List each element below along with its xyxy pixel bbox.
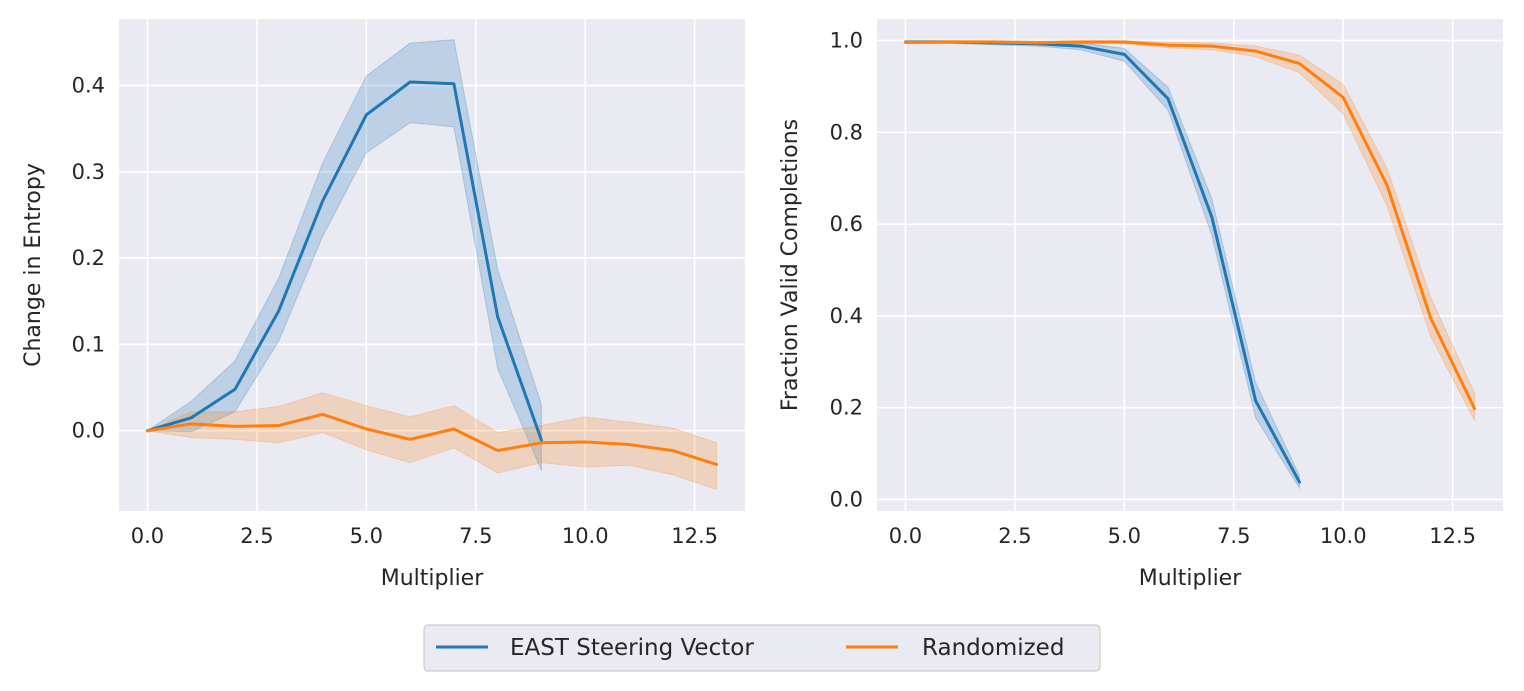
x-tick-label: 2.5: [240, 524, 273, 548]
legend: EAST Steering Vector Randomized: [423, 624, 1101, 672]
legend-label-east: EAST Steering Vector: [510, 635, 754, 661]
x-tick-label: 12.5: [671, 524, 718, 548]
x-axis-label: Multiplier: [381, 566, 485, 591]
series-line-east: [145, 80, 543, 442]
x-tick-label: 7.5: [1217, 524, 1250, 548]
confidence-band-randomized: [145, 392, 718, 491]
x-tick-label: 0.0: [889, 524, 922, 548]
x-tick-label: 5.0: [350, 524, 383, 548]
x-tick-label: 12.5: [1429, 524, 1476, 548]
series-line-randomized: [145, 412, 719, 466]
y-tick-label: 0.2: [72, 246, 105, 270]
legend-label-randomized: Randomized: [922, 635, 1064, 661]
plot-area: [877, 19, 1503, 511]
y-tick-label: 0.4: [830, 304, 863, 328]
y-tick-label: 0.0: [830, 488, 863, 512]
series-line-randomized: [903, 40, 1477, 411]
x-tick-label: 0.0: [131, 524, 164, 548]
y-tick-label: 0.8: [830, 120, 863, 144]
x-tick-label: 7.5: [459, 524, 492, 548]
valid-completions-chart: 0.0 2.5 5.0 7.5 10.0 12.5 0.0 0.2 0.4 0.6 0.8 1.0 Mu…: [778, 19, 1503, 591]
y-axis-label: Fraction Valid Completions: [778, 119, 803, 411]
y-tick-label: 0.3: [72, 160, 105, 184]
y-axis-label: Change in Entropy: [21, 163, 46, 367]
y-tick-label: 0.0: [72, 419, 105, 443]
x-axis-label: Multiplier: [1139, 566, 1243, 591]
y-tick-label: 0.1: [72, 332, 105, 356]
x-tick-label: 2.5: [998, 524, 1031, 548]
x-tick-label: 10.0: [1320, 524, 1367, 548]
plot-area: [119, 19, 745, 511]
y-tick-label: 0.2: [830, 396, 863, 420]
legend-box: [423, 624, 1101, 672]
y-tick-label: 1.0: [830, 29, 863, 53]
x-tick-label: 5.0: [1108, 524, 1141, 548]
x-tick-label: 10.0: [562, 524, 609, 548]
y-tick-label: 0.6: [830, 212, 863, 236]
entropy-chart: 0.0 2.5 5.0 7.5 10.0 12.5 0.0 0.1 0.2 0.3 0.4 Multi…: [21, 19, 745, 591]
y-tick-label: 0.4: [72, 73, 105, 97]
